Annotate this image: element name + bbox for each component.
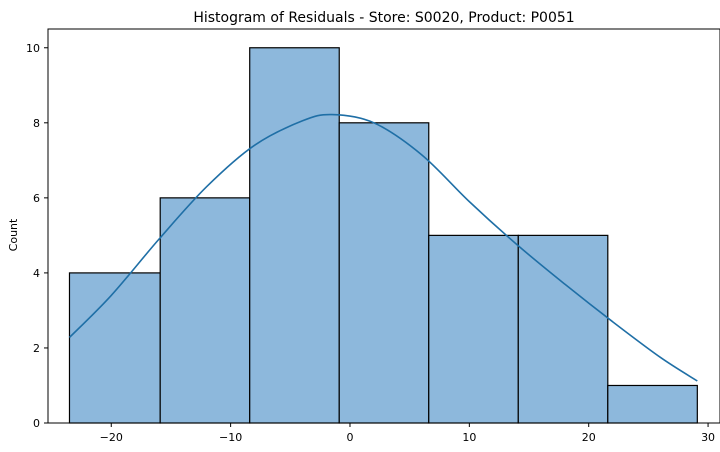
- y-tick-label: 0: [33, 417, 40, 430]
- x-tick-label: 30: [701, 431, 715, 444]
- histogram-bar-3: [338, 122, 430, 424]
- y-axis-label: Count: [7, 218, 20, 251]
- x-tick-label: −10: [219, 431, 242, 444]
- y-tick-label: 10: [26, 42, 40, 55]
- histogram-bar-2: [249, 47, 340, 424]
- kde-curve: [68, 113, 698, 382]
- histogram-bar-0: [68, 272, 161, 424]
- y-tick-label: 8: [33, 117, 40, 130]
- x-axis-ticks: −20 −10 0 10 20 30: [100, 423, 715, 444]
- x-tick-label: −20: [100, 431, 123, 444]
- histogram-bar-5: [517, 234, 609, 424]
- y-axis-ticks: 0 2 4 6 8 10: [26, 42, 48, 430]
- chart-title: Histogram of Residuals - Store: S0020, P…: [193, 10, 574, 26]
- histogram-bar-1: [159, 197, 251, 424]
- histogram-bars: [68, 47, 698, 424]
- y-tick-label: 4: [33, 267, 40, 280]
- histogram-bar-4: [428, 234, 519, 424]
- x-tick-label: 20: [582, 431, 596, 444]
- y-tick-label: 6: [33, 192, 40, 205]
- x-tick-label: 0: [346, 431, 353, 444]
- plot-frame: [47, 28, 720, 424]
- y-tick-label: 2: [33, 342, 40, 355]
- histogram-bar-6: [607, 384, 698, 424]
- x-tick-label: 10: [462, 431, 476, 444]
